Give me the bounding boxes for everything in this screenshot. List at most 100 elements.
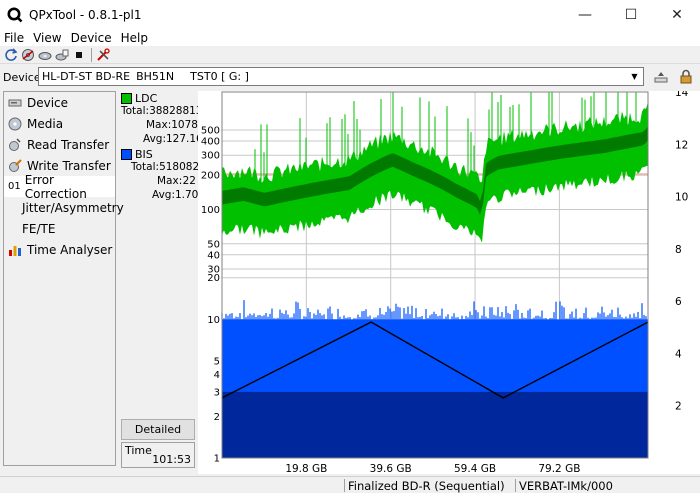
sidebar-item-write-transfer[interactable]: Write Transfer xyxy=(4,155,115,176)
window-title: QPxTool - 0.8.1-pl1 xyxy=(29,8,142,22)
sidebar-item-label: Media xyxy=(27,116,64,131)
write-icon xyxy=(8,158,22,173)
eject-icon xyxy=(654,72,668,83)
status-divider xyxy=(515,479,516,492)
lock-icon xyxy=(680,69,692,84)
error-chart: 30 40 50 100 200 300 400 500 1 2 3 4 5 10 20 2 4 6 8 10 12 14… xyxy=(198,87,700,475)
close-button[interactable]: ✕ xyxy=(654,0,700,30)
ldc-avg-label: Avg: xyxy=(143,133,166,145)
close-icon: ✕ xyxy=(671,7,683,23)
ldc-max-label: Max: xyxy=(146,119,172,131)
sidebar-item-label: Read Transfer xyxy=(27,137,110,152)
qpxtool-logo-icon xyxy=(7,7,23,23)
menu-file[interactable]: File xyxy=(4,31,25,45)
speed-tick-label: 6 xyxy=(675,296,682,308)
ldc-tick-label: 50 xyxy=(207,239,220,250)
sidebar-item-time-analyser[interactable]: Time Analyser xyxy=(4,239,115,260)
menu-view[interactable]: View xyxy=(33,31,62,45)
x-tick-label: 39.6 GB xyxy=(370,463,412,474)
speed-tick-label: 12 xyxy=(675,139,688,151)
sidebar-item-jitter-asymmetry[interactable]: Jitter/Asymmetry xyxy=(4,197,124,218)
chevron-down-icon[interactable]: ▼ xyxy=(631,72,638,81)
minimize-button[interactable]: — xyxy=(562,0,608,30)
ldc-max-value: 1078 xyxy=(171,119,198,131)
ldc-total-value: 388288139 xyxy=(149,105,210,117)
read-icon xyxy=(8,138,22,152)
status-media-id: VERBAT-IMk/000 xyxy=(519,478,613,493)
speed-line xyxy=(221,321,649,399)
speed-tick-label: 10 xyxy=(675,192,688,204)
menu-device[interactable]: Device xyxy=(70,31,112,45)
bis-max-row: Max: 22 xyxy=(118,175,198,189)
time-value: 101:53 xyxy=(152,453,191,466)
bis-tick-label: 2 xyxy=(214,412,220,423)
bis-tick-label: 4 xyxy=(214,370,220,381)
sidebar-item-label: Error Correction xyxy=(24,172,87,201)
title-bar: QPxTool - 0.8.1-pl1 — ☐ ✕ xyxy=(0,0,700,30)
ldc-tick-label: 200 xyxy=(201,171,220,182)
sidebar-item-error-correction[interactable]: 01 Error Correction xyxy=(4,173,115,201)
speed-tick-label: 2 xyxy=(675,401,682,413)
menu-help[interactable]: Help xyxy=(120,31,148,45)
disc-scan-icon[interactable] xyxy=(20,47,36,63)
ldc-tick-label: 30 xyxy=(207,265,220,276)
sidebar-item-media[interactable]: Media xyxy=(4,113,115,134)
device-icon xyxy=(8,96,22,110)
status-divider xyxy=(344,479,345,492)
bis-name: BIS xyxy=(135,147,153,161)
ldc-name: LDC xyxy=(135,91,158,105)
x-tick-label: 19.8 GB xyxy=(285,463,327,474)
sidebar-item-label: Write Transfer xyxy=(27,158,111,173)
sidebar-item-label: Jitter/Asymmetry xyxy=(22,200,124,215)
bis-tick-label: 5 xyxy=(214,357,220,368)
ldc-legend: LDC xyxy=(118,91,198,105)
status-bar: Finalized BD-R (Sequential) VERBAT-IMk/0… xyxy=(0,476,700,493)
sidebar: Device Media Read Transfer Write Transfe… xyxy=(3,91,124,466)
status-media: Finalized BD-R (Sequential) xyxy=(348,478,505,493)
bis-tick-label: 3 xyxy=(214,387,220,398)
sidebar-item-device[interactable]: Device xyxy=(4,92,115,113)
sidebar-item-label: Device xyxy=(27,95,69,110)
lock-button[interactable] xyxy=(675,67,697,87)
bis-avg-row: Avg: 1.70 xyxy=(118,189,198,203)
device-model: BH51N xyxy=(136,70,175,83)
bis-total-row: Total: 5180824 xyxy=(118,161,206,175)
bis-total-value: 5180824 xyxy=(159,161,206,173)
ldc-tick-label: 100 xyxy=(201,205,220,216)
disc-info-icon[interactable] xyxy=(54,47,70,63)
stop-icon[interactable] xyxy=(71,47,87,63)
maximize-icon: ☐ xyxy=(624,7,638,23)
refresh-icon[interactable] xyxy=(3,47,19,63)
eject-button[interactable] xyxy=(650,67,672,87)
maximize-button[interactable]: ☐ xyxy=(608,0,654,30)
bis-swatch xyxy=(121,148,132,160)
ldc-swatch xyxy=(121,92,132,104)
plot-frame xyxy=(221,91,649,459)
bis-tick-label: 10 xyxy=(207,315,220,326)
error-chart-svg: 3040501002003004005001234510202468101214… xyxy=(198,87,700,475)
sidebar-item-read-transfer[interactable]: Read Transfer xyxy=(4,134,115,155)
device-select[interactable]: HL-DT-ST BD-RE BH51N TST0 [ G: ] ▼ xyxy=(38,67,644,86)
disc-icon[interactable] xyxy=(37,47,53,63)
ldc-tick-label: 300 xyxy=(201,151,220,162)
minimize-icon: — xyxy=(578,7,592,23)
bis-tick-label: 20 xyxy=(207,273,220,284)
time-box: Time 101:53 xyxy=(121,442,195,468)
device-target: TST0 [ G: ] xyxy=(190,70,249,83)
bis-max-label: Max: xyxy=(157,175,183,187)
device-vendor: HL-DT-ST BD-RE xyxy=(42,70,131,83)
bis-tick-label: 1 xyxy=(214,454,220,465)
tools-icon[interactable] xyxy=(95,47,111,63)
speed-tick-label: 8 xyxy=(675,244,682,256)
speed-tick-label: 4 xyxy=(675,348,682,360)
sidebar-item-fe-te[interactable]: FE/TE xyxy=(4,218,115,239)
x-tick-label: 59.4 GB xyxy=(454,463,496,474)
toolbar xyxy=(0,46,700,64)
ldc-tick-label: 500 xyxy=(201,125,220,136)
menu-bar: File View Device Help xyxy=(0,30,700,46)
bis-legend: BIS xyxy=(118,147,198,161)
ldc-total-label: Total: xyxy=(121,105,150,117)
detailed-button[interactable]: Detailed xyxy=(121,419,195,440)
device-bar: Device: HL-DT-ST BD-RE BH51N TST0 [ G: ]… xyxy=(0,65,700,89)
bis-avg-label: Avg: xyxy=(152,189,175,201)
